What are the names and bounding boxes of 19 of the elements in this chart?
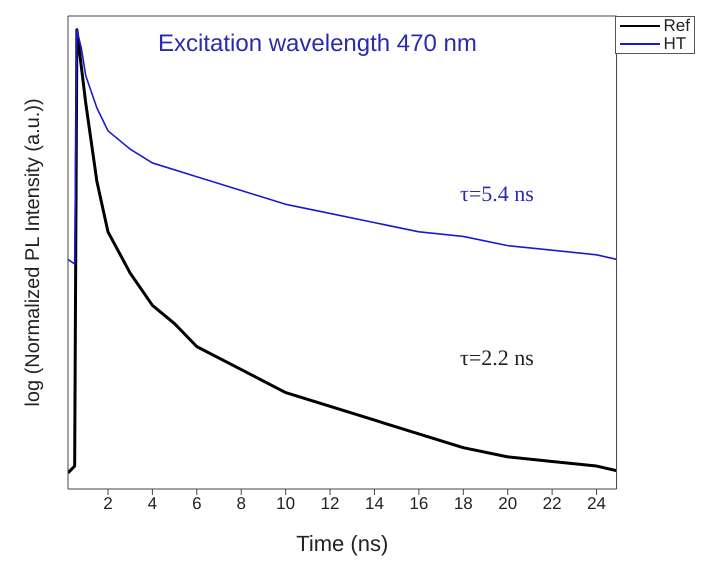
x-tick-label: 12: [320, 494, 340, 514]
x-tick-label: 6: [192, 494, 202, 514]
x-tick-label: 20: [498, 494, 518, 514]
x-tick-label: 18: [454, 494, 473, 514]
x-tick-label: 16: [409, 494, 428, 514]
annotation: τ=2.2 ns: [460, 345, 534, 371]
annotation: τ=5.4 ns: [460, 181, 534, 207]
x-tick-label: 10: [276, 494, 296, 514]
x-tick-label: 4: [148, 494, 158, 514]
x-axis-title: Time (ns): [296, 531, 388, 556]
x-tick-label: 8: [236, 494, 246, 514]
legend-label: HT: [664, 34, 686, 53]
x-tick-label: 14: [365, 494, 384, 514]
x-tick-label: 2: [103, 494, 113, 514]
legend-label: Ref: [664, 16, 690, 35]
x-tick-label: 24: [587, 494, 606, 514]
x-tick-label: 22: [542, 494, 562, 514]
chart-title: Excitation wavelength 470 nm: [158, 30, 477, 58]
y-axis-title: log (Normalized PL Intensity (a.u.)): [22, 98, 44, 407]
